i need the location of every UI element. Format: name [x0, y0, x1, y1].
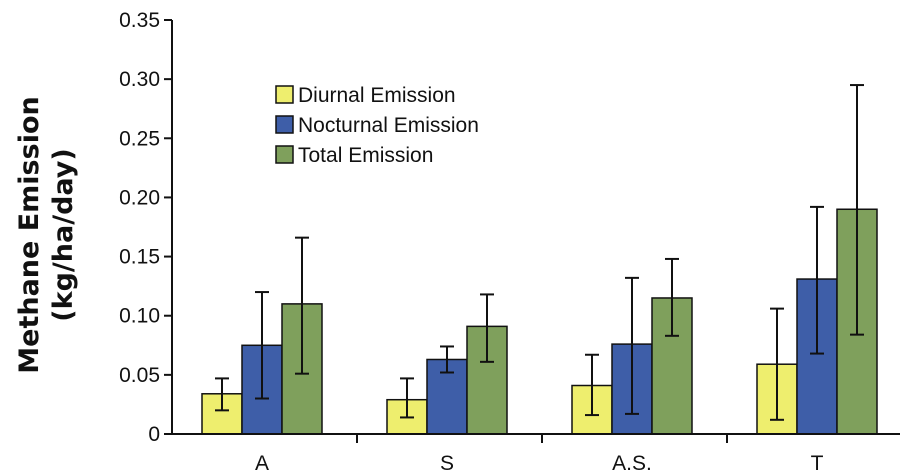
- y-tick-label: 0.25: [119, 127, 160, 150]
- legend-swatch: [275, 145, 294, 164]
- y-tick-label: 0.05: [119, 364, 160, 387]
- error-bar: [810, 205, 824, 355]
- y-tick-label: 0.30: [119, 68, 160, 91]
- error-bar: [400, 377, 414, 419]
- y-tick-label: 0: [148, 423, 160, 446]
- legend-item: Diurnal Emission: [275, 84, 456, 107]
- error-bar: [850, 84, 864, 336]
- error-bar: [585, 353, 599, 417]
- error-bar: [255, 291, 269, 400]
- legend-label: Diurnal Emission: [298, 84, 456, 107]
- x-tick-label: T: [811, 452, 824, 475]
- legend-label: Total Emission: [298, 144, 433, 167]
- x-tick-label: A.S.: [612, 452, 652, 475]
- y-axis-label-line-1: Methane Emission: [14, 96, 45, 373]
- error-bar: [770, 307, 784, 421]
- y-tick-label: 0.35: [119, 9, 160, 32]
- y-tick-label: 0.15: [119, 246, 160, 269]
- legend: Diurnal Emission Nocturnal Emission Total …: [275, 84, 479, 167]
- y-axis-label-line-2: (kg/ha/day): [48, 148, 79, 321]
- y-tick-label: 0.10: [119, 305, 160, 328]
- x-tick-label: A: [255, 452, 269, 475]
- legend-swatch: [275, 85, 294, 104]
- error-bar: [215, 377, 229, 412]
- y-tick-label: 0.20: [119, 186, 160, 209]
- legend-item: Total Emission: [275, 144, 433, 167]
- legend-item: Nocturnal Emission: [275, 114, 479, 137]
- plot-area: 0 0.05 0.10 0.15 0.20 0.25 0.30 0.35 A S A.S. T: [119, 9, 900, 475]
- legend-swatch: [275, 115, 294, 134]
- error-bar: [665, 257, 679, 337]
- error-bar: [625, 276, 639, 415]
- y-axis-label: Methane Emission (kg/ha/day): [14, 96, 79, 373]
- x-tick-label: S: [440, 452, 454, 475]
- error-bar: [440, 345, 454, 374]
- error-bar: [480, 293, 494, 363]
- legend-label: Nocturnal Emission: [298, 114, 479, 137]
- error-bar: [295, 236, 309, 375]
